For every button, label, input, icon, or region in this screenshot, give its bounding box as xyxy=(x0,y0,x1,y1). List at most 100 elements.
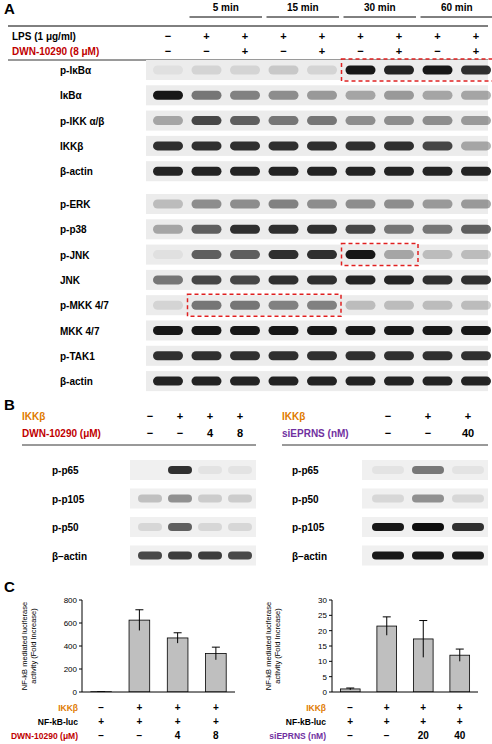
band xyxy=(307,275,337,284)
blot-label: p-p50 xyxy=(52,522,79,533)
blot-strip xyxy=(146,136,491,156)
condition-value: − xyxy=(136,730,142,741)
blot-strip xyxy=(146,161,491,181)
band xyxy=(384,301,414,310)
condition-value: 40 xyxy=(454,730,466,741)
band xyxy=(198,495,222,503)
treatment-sign: + xyxy=(465,410,471,422)
band xyxy=(412,495,444,503)
band xyxy=(192,200,222,209)
blot-strip xyxy=(146,321,491,341)
y-tick-label: 20 xyxy=(318,627,327,636)
treatment-label: DWN-10290 (8 μM) xyxy=(12,46,99,57)
error-cap xyxy=(212,647,220,648)
band xyxy=(461,141,491,150)
band xyxy=(346,377,376,386)
highlight-box xyxy=(188,294,342,316)
band xyxy=(192,91,222,100)
band xyxy=(384,225,414,234)
band xyxy=(138,466,162,474)
treatment-sign: + xyxy=(434,30,440,42)
band xyxy=(372,466,404,474)
blot-strip xyxy=(146,270,491,290)
band xyxy=(168,523,192,531)
treatment-label: siEPRNS (nM) xyxy=(282,428,349,439)
y-tick xyxy=(79,669,82,670)
y-tick xyxy=(79,623,82,624)
treatment-label: LPS (1 μg/ml) xyxy=(12,31,76,42)
band xyxy=(192,351,222,360)
band xyxy=(192,377,222,386)
y-tick xyxy=(329,661,332,662)
treatment-sign: − xyxy=(177,427,183,439)
band xyxy=(461,250,491,259)
condition-value: + xyxy=(213,702,219,713)
band xyxy=(269,66,299,75)
band xyxy=(412,523,444,531)
condition-value: − xyxy=(347,702,353,713)
band xyxy=(346,141,376,150)
band xyxy=(153,326,183,335)
treatment-sign: + xyxy=(473,30,479,42)
band xyxy=(192,326,222,335)
band xyxy=(230,377,260,386)
error-bar xyxy=(419,621,427,658)
treatment-sign: 40 xyxy=(462,427,474,439)
y-tick-label: 0 xyxy=(323,688,328,697)
treatment-sign: 8 xyxy=(237,427,243,439)
error-stem xyxy=(386,617,387,635)
band xyxy=(269,377,299,386)
blot-background xyxy=(130,460,256,480)
condition-value: + xyxy=(136,702,142,713)
band xyxy=(346,200,376,209)
blot-background xyxy=(362,460,488,480)
blot-label: β–actin xyxy=(292,551,327,562)
band xyxy=(230,225,260,234)
bar xyxy=(129,620,150,692)
error-cap xyxy=(346,688,354,689)
condition-value: + xyxy=(175,716,181,727)
band xyxy=(372,495,404,503)
treatment-sign: − xyxy=(434,45,440,57)
band xyxy=(192,301,222,310)
y-tick xyxy=(329,676,332,677)
band xyxy=(346,250,376,259)
condition-value: 4 xyxy=(175,730,181,741)
error-cap xyxy=(456,649,464,650)
band xyxy=(307,326,337,335)
band xyxy=(269,116,299,125)
error-stem xyxy=(423,621,424,658)
highlight-box xyxy=(342,59,492,81)
condition-value: + xyxy=(420,702,426,713)
band xyxy=(461,351,491,360)
blot-label: JNK xyxy=(60,275,81,286)
error-stem xyxy=(139,610,140,631)
condition-value: + xyxy=(457,702,463,713)
error-stem xyxy=(177,633,178,643)
y-axis-label: NF-kB mediated luciferaseactivity (Fold … xyxy=(264,602,282,690)
band xyxy=(192,116,222,125)
plot-area xyxy=(91,610,226,692)
blot-label: p-p65 xyxy=(292,465,319,476)
band xyxy=(153,377,183,386)
band xyxy=(230,200,260,209)
condition-value: 20 xyxy=(418,730,430,741)
y-tick xyxy=(79,600,82,601)
treatment-sign: + xyxy=(177,410,183,422)
blot-background xyxy=(362,546,488,566)
band xyxy=(230,66,260,75)
y-tick-label: 5 xyxy=(323,673,328,682)
condition-label: IKKβ xyxy=(58,703,78,713)
condition-value: − xyxy=(98,702,104,713)
blot-label: p-p50 xyxy=(292,494,319,505)
blot-background xyxy=(146,85,488,105)
error-bar xyxy=(212,647,220,660)
band xyxy=(269,91,299,100)
band xyxy=(412,466,444,474)
band xyxy=(307,250,337,259)
blot-background xyxy=(146,321,488,341)
band xyxy=(307,141,337,150)
band xyxy=(269,200,299,209)
treatment-sign: − xyxy=(147,427,153,439)
band xyxy=(384,250,414,259)
